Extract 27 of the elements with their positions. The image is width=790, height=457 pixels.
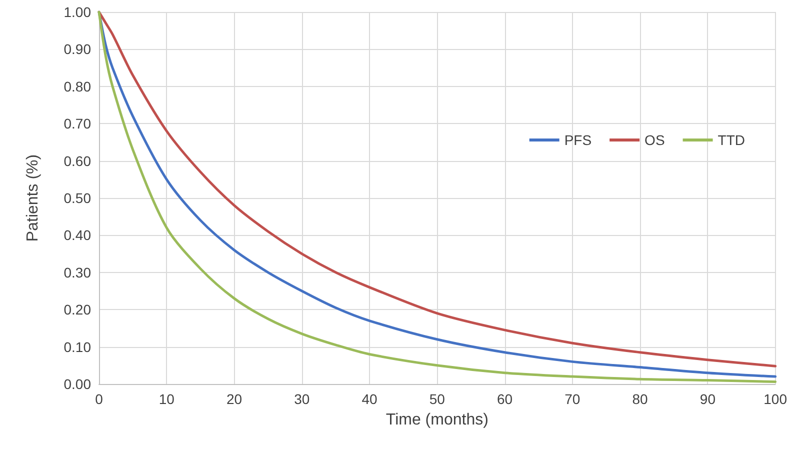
x-axis-title: Time (months) <box>386 412 488 428</box>
y-tick-label: 0.10 <box>64 338 92 355</box>
x-tick-label: 40 <box>362 391 378 407</box>
x-tick-label: 80 <box>632 391 648 407</box>
x-tick-label: 50 <box>429 391 446 407</box>
y-tick-label: 0.70 <box>64 116 92 132</box>
legend-label: PFS <box>564 132 592 148</box>
y-tick-label: 0.20 <box>64 302 92 318</box>
y-tick-label: 0.80 <box>64 78 92 94</box>
y-tick-label: 0.00 <box>64 376 92 392</box>
x-tick-label: 90 <box>700 391 716 407</box>
y-axis-title: Patients (%) <box>24 154 42 242</box>
legend-label: OS <box>644 132 665 148</box>
legend-label: TTD <box>718 132 746 148</box>
y-tick-label: 0.40 <box>64 227 92 244</box>
y-tick-label: 0.50 <box>64 190 92 206</box>
x-tick-label: 20 <box>226 391 242 407</box>
y-tick-label: 0.90 <box>64 41 92 58</box>
y-tick-label: 0.30 <box>64 264 92 280</box>
x-tick-label: 10 <box>158 391 175 407</box>
x-tick-label: 100 <box>764 391 788 407</box>
y-tick-label: 1.00 <box>64 4 92 20</box>
x-tick-label: 70 <box>564 391 580 407</box>
x-tick-label: 0 <box>95 391 104 407</box>
x-tick-label: 30 <box>294 391 310 407</box>
y-tick-label: 0.60 <box>64 152 92 169</box>
x-tick-label: 60 <box>497 391 513 407</box>
